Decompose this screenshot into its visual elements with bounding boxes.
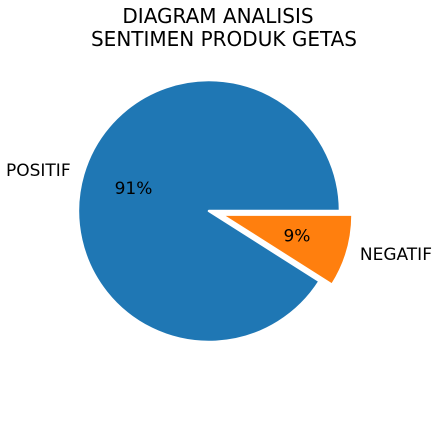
pie-slice-negatif: [220, 213, 354, 287]
chart-title-line-1: DIAGRAM ANALISIS: [122, 4, 313, 28]
slice-pct-positif: 91%: [115, 179, 153, 199]
pie-slice-positif: [76, 78, 342, 344]
pie-labels: POSITIF 91% NEGATIF 9%: [6, 161, 432, 265]
slice-label-negatif: NEGATIF: [360, 245, 432, 265]
slice-pct-negatif: 9%: [283, 227, 310, 247]
chart-title-line-2: SENTIMEN PRODUK GETAS: [91, 27, 357, 51]
slice-label-positif: POSITIF: [6, 161, 71, 181]
pie-slices: [76, 78, 354, 344]
